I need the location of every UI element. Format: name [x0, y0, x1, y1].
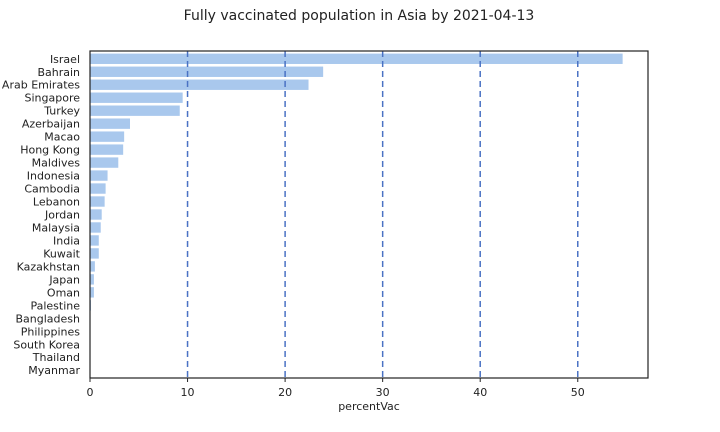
- plot-frame: [89, 50, 649, 379]
- bar-united-arab-emirates: [90, 79, 309, 90]
- bar-macao: [90, 131, 125, 142]
- y-tick-label: Oman: [47, 286, 80, 299]
- y-tick-label: Palestine: [30, 299, 80, 312]
- y-tick-label: Malaysia: [32, 221, 80, 234]
- y-tick-label: South Korea: [13, 338, 80, 351]
- x-axis-label: percentVac: [338, 400, 400, 413]
- grid-lines: [186, 51, 579, 378]
- x-tick-label: 0: [87, 386, 94, 399]
- y-tick-label: Myanmar: [28, 364, 80, 377]
- chart-title: Fully vaccinated population in Asia by 2…: [184, 8, 535, 24]
- bar-kuwait: [90, 248, 99, 259]
- bar-turkey: [90, 105, 180, 116]
- x-tick-label: 30: [376, 386, 390, 399]
- y-tick-label: Kuwait: [43, 247, 80, 260]
- bar-cambodia: [90, 183, 106, 194]
- bar-malaysia: [90, 222, 101, 233]
- bar-singapore: [90, 92, 183, 103]
- y-tick-label: Hong Kong: [20, 144, 80, 157]
- bar-hong-kong: [90, 144, 124, 155]
- y-tick-label: Thailand: [32, 351, 80, 364]
- y-tick-labels: IsraelBahrainUnited Arab EmiratesSingapo…: [0, 53, 81, 377]
- bar-india: [90, 235, 99, 246]
- x-tick-label: 40: [473, 386, 487, 399]
- x-tick-labels: 0 10 20 30 40 50: [87, 378, 585, 399]
- bars-group: [90, 53, 623, 376]
- bar-bahrain: [90, 66, 324, 77]
- bar-indonesia: [90, 170, 108, 181]
- y-tick-label: Jordan: [44, 209, 80, 222]
- y-tick-label: Lebanon: [33, 196, 80, 209]
- y-tick-label: Azerbaijan: [22, 118, 80, 131]
- y-tick-label: Indonesia: [27, 170, 80, 183]
- y-tick-label: Israel: [50, 53, 80, 66]
- y-tick-label: Kazakhstan: [17, 260, 80, 273]
- y-tick-label: United Arab Emirates: [0, 79, 80, 92]
- y-tick-label: Philippines: [21, 325, 81, 338]
- y-tick-label: Maldives: [32, 157, 81, 170]
- bar-kazakhstan: [90, 261, 95, 272]
- y-tick-label: Singapore: [25, 92, 81, 105]
- bar-maldives: [90, 157, 119, 168]
- bar-oman: [90, 287, 94, 298]
- bar-israel: [90, 53, 623, 64]
- y-tick-label: Bangladesh: [16, 312, 81, 325]
- y-tick-label: Cambodia: [24, 183, 80, 196]
- x-tick-label: 50: [571, 386, 585, 399]
- x-tick-label: 20: [278, 386, 292, 399]
- y-tick-label: Japan: [48, 273, 80, 286]
- bar-lebanon: [90, 196, 105, 207]
- y-tick-label: Bahrain: [37, 66, 80, 79]
- bar-jordan: [90, 209, 102, 220]
- x-tick-label: 10: [181, 386, 195, 399]
- y-tick-label: Turkey: [43, 105, 80, 118]
- y-tick-label: India: [53, 234, 80, 247]
- bar-japan: [90, 274, 94, 285]
- bar-azerbaijan: [90, 118, 130, 129]
- y-tick-label: Macao: [44, 131, 80, 144]
